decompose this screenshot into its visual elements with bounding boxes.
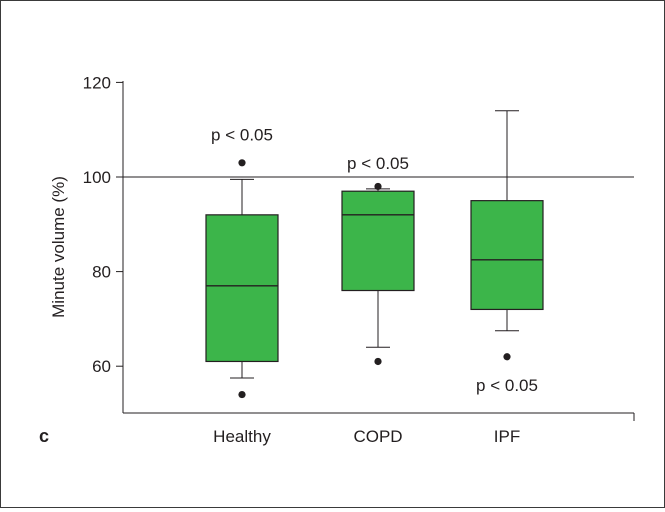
annotations: p < 0.05 p < 0.05 p < 0.05 bbox=[211, 125, 538, 395]
boxes bbox=[205, 110, 544, 399]
p-value-annotation: p < 0.05 bbox=[476, 376, 538, 395]
x-tick-label-healthy: Healthy bbox=[213, 427, 271, 446]
outlier-point bbox=[238, 390, 246, 399]
x-tick-label-copd: COPD bbox=[353, 427, 402, 446]
axes bbox=[122, 81, 635, 421]
box-copd bbox=[341, 182, 415, 366]
p-value-annotation: p < 0.05 bbox=[347, 154, 409, 173]
box-ipf bbox=[470, 110, 544, 361]
p-value-annotation: p < 0.05 bbox=[211, 125, 273, 144]
y-tick-label: 80 bbox=[92, 263, 111, 282]
outlier-point bbox=[238, 159, 246, 167]
box-healthy bbox=[205, 159, 279, 399]
y-ticks: 60 80 100 120 bbox=[83, 73, 123, 376]
outlier-point bbox=[374, 357, 382, 366]
box-iqr bbox=[341, 190, 415, 292]
x-tick-label-ipf: IPF bbox=[494, 427, 520, 446]
box-iqr bbox=[470, 200, 544, 311]
x-tick-labels: Healthy COPD IPF bbox=[213, 427, 520, 446]
outlier-point bbox=[374, 182, 382, 191]
y-tick-label: 60 bbox=[92, 357, 111, 376]
y-axis-label: Minute volume (%) bbox=[49, 176, 68, 318]
outlier-point bbox=[503, 353, 511, 361]
box-iqr bbox=[205, 214, 279, 363]
panel-label: c bbox=[39, 426, 49, 446]
y-tick-label: 120 bbox=[83, 73, 111, 92]
y-tick-label: 100 bbox=[83, 168, 111, 187]
